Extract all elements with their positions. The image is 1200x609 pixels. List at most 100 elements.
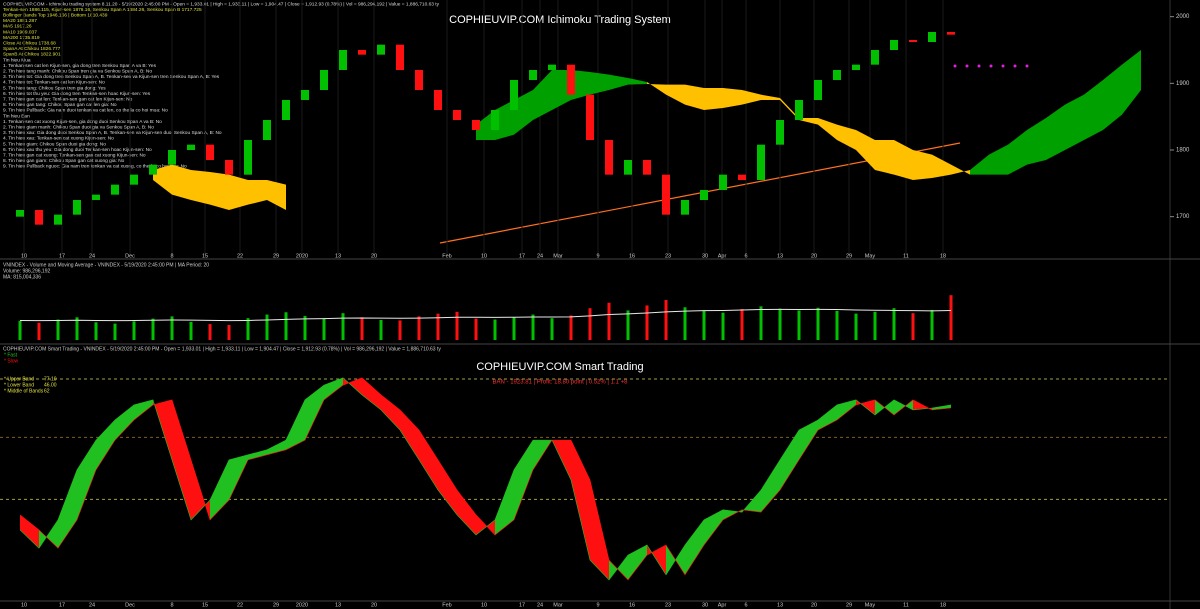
info-line: 5. Tin hieu tang: Chikou Span tren gia d… xyxy=(3,85,106,91)
ichimoku-cloud xyxy=(818,118,837,140)
volume-bar xyxy=(531,314,535,340)
candle-body xyxy=(263,120,271,140)
ichimoku-cloud xyxy=(1122,50,1141,115)
info-line: MA20 1881.287 xyxy=(3,18,37,24)
ichimoku-cloud xyxy=(1027,118,1046,165)
volume-bar xyxy=(436,313,440,340)
volume-bar xyxy=(189,321,193,340)
x-tick-label: Apr xyxy=(718,253,727,259)
info-line: 1. Tenkan-sen cat len Kijun-sen, gia don… xyxy=(3,63,157,69)
ichimoku-cloud xyxy=(267,180,286,210)
candle-body xyxy=(624,160,632,175)
info-line: 4. Tin hieu tot: Tenkan-sen cat len Kiju… xyxy=(3,80,105,86)
ichimoku-cloud xyxy=(989,144,1008,175)
oscillator-fill xyxy=(248,449,267,460)
x-tick-label: 24 xyxy=(89,602,95,608)
oscillator-fill xyxy=(685,519,704,575)
ichimoku-cloud xyxy=(172,164,191,200)
x-tick-label: 17 xyxy=(59,602,65,608)
x-tick-label: 13 xyxy=(335,253,341,259)
ichimoku-cloud xyxy=(837,124,856,150)
info-line: Tin hieu Ban xyxy=(3,113,30,119)
oscillator-fill xyxy=(115,404,134,441)
ichimoku-cloud xyxy=(970,154,989,175)
candle-body xyxy=(928,32,936,42)
volume-bar xyxy=(740,309,744,340)
candle-body xyxy=(54,214,62,225)
ichimoku-cloud xyxy=(248,180,267,205)
info-line: 5. Tin hieu giam: Chikou Span duoi gia d… xyxy=(3,141,106,147)
ichimoku-cloud xyxy=(533,70,552,120)
candle-body xyxy=(719,174,727,190)
x-tick-label: 30 xyxy=(702,253,708,259)
volume-bar xyxy=(265,314,269,340)
pane-header: COPHIEUVIP.COM Smart Trading - VNINDEX -… xyxy=(3,346,441,352)
x-tick-label: 2020 xyxy=(296,602,308,608)
oscillator-fill xyxy=(362,377,381,410)
legend-value: 62 xyxy=(44,388,50,394)
volume-bar xyxy=(18,320,22,340)
volume-bar xyxy=(94,322,98,340)
info-line: Tin hieu Mua xyxy=(3,57,31,63)
candle-body xyxy=(738,174,746,180)
oscillator-fill xyxy=(305,385,324,441)
volume-bar xyxy=(664,300,668,340)
volume-bar xyxy=(398,320,402,340)
y-tick-label: 1700 xyxy=(1176,214,1190,220)
candle-body xyxy=(320,70,328,90)
volume-bar xyxy=(569,315,573,340)
candle-body xyxy=(339,50,347,70)
candle-body xyxy=(662,174,670,215)
volume-bar xyxy=(588,308,592,340)
candle-body xyxy=(415,70,423,90)
info-line: 7. Tin hieu gan cat xuong: Tenkan-sen ga… xyxy=(3,152,146,158)
x-tick-label: 22 xyxy=(237,602,243,608)
volume-bar xyxy=(835,310,839,340)
x-tick-label: 20 xyxy=(811,602,817,608)
x-tick-label: 24 xyxy=(537,253,543,259)
oscillator-fill xyxy=(267,440,286,455)
legend-value: 46.00 xyxy=(44,382,57,388)
oscillator-fill xyxy=(134,399,153,420)
x-tick-label: 8 xyxy=(170,602,173,608)
x-tick-label: 22 xyxy=(237,253,243,259)
volume-bar xyxy=(645,305,649,340)
x-tick-label: 11 xyxy=(903,253,909,259)
x-tick-label: 13 xyxy=(777,253,783,259)
info-line: 6. Tin hieu tot thu yeu: Gia dong tren T… xyxy=(3,91,151,97)
oscillator-fill xyxy=(761,459,780,513)
ichimoku-cloud xyxy=(514,90,533,135)
ichimoku-cloud xyxy=(476,110,495,140)
oscillator-fill xyxy=(324,377,343,400)
candle-body xyxy=(73,200,81,215)
x-tick-label: 10 xyxy=(21,253,27,259)
x-tick-label: 10 xyxy=(21,602,27,608)
candle-body xyxy=(852,64,860,70)
x-tick-label: 29 xyxy=(846,602,852,608)
volume-bar xyxy=(512,317,516,340)
oscillator-fill xyxy=(229,454,248,501)
volume-bar xyxy=(626,310,630,340)
oscillator-line xyxy=(19,377,952,581)
x-tick-label: 23 xyxy=(665,253,671,259)
legend-label: * Slow xyxy=(4,358,19,364)
info-line: MA5 1917.26 xyxy=(3,24,32,30)
info-line: 1. Tenkan-sen cat xuong Kijun-sen, gia d… xyxy=(3,119,162,125)
oscillator-fill xyxy=(932,404,951,410)
chart-subtitle: BAN - 1923.81 | Profit: 18.80 point | 0.… xyxy=(493,380,629,386)
volume-bar xyxy=(683,307,687,340)
ichimoku-cloud xyxy=(799,118,818,125)
volume-bar xyxy=(360,317,364,340)
x-tick-label: 29 xyxy=(273,253,279,259)
ichimoku-cloud xyxy=(875,140,894,175)
volume-bar xyxy=(322,318,326,340)
info-line: 6. Tin hieu xau thu yeu: Gia dong duoi T… xyxy=(3,147,152,153)
info-line: 4. Tin hieu xau: Tenkan-sen cat xuong Ki… xyxy=(3,136,114,142)
volume-bar xyxy=(702,310,706,340)
candle-body xyxy=(681,200,689,215)
x-tick-label: 24 xyxy=(537,602,543,608)
candle-body xyxy=(548,64,556,70)
volume-bar xyxy=(721,312,725,340)
x-tick-label: May xyxy=(865,602,876,608)
